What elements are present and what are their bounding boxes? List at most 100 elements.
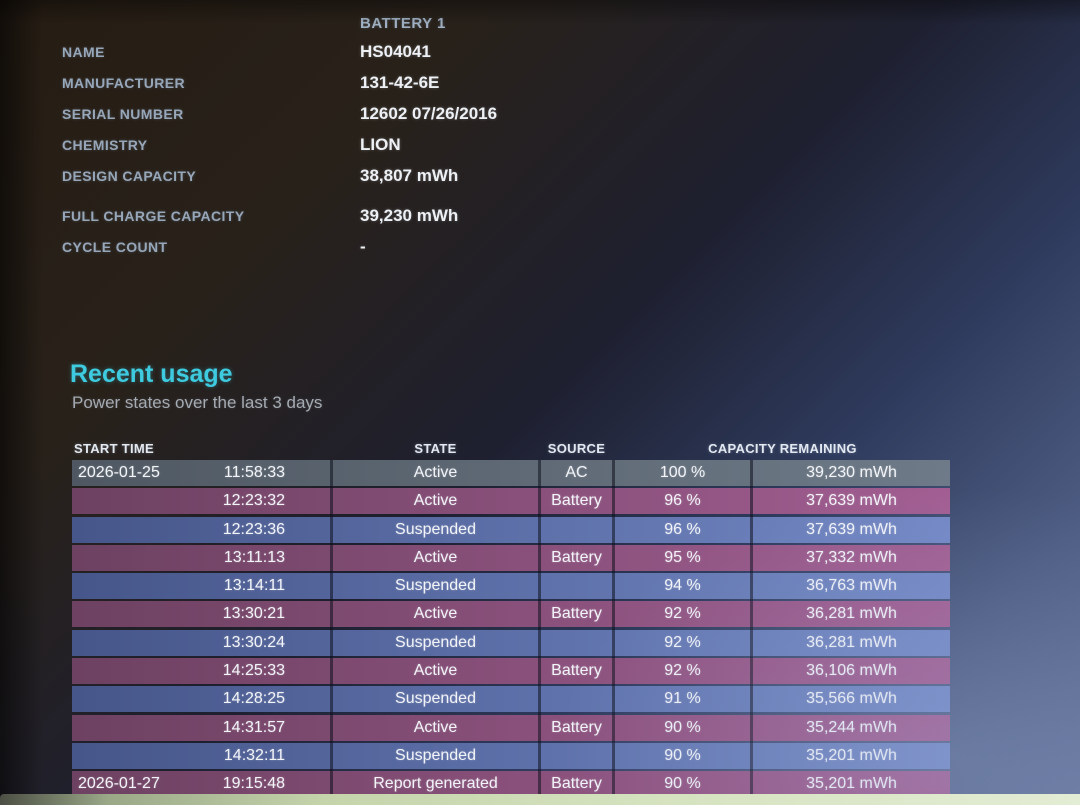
cell-start-time: 13:14:11 [72,577,330,595]
cell-capacity-percent: 91 % [664,690,701,708]
battery-info-value: 38,807 mWh [360,165,459,185]
cell-state: Active [413,464,458,481]
cell-state: Active [413,548,458,566]
battery-info-block: NAME HS04041 MANUFACTURER 131-42-6E SERI… [62,36,682,262]
cell-capacity-percent: 92 % [664,633,701,651]
start-time: 14:25:33 [222,662,285,680]
battery-info-label: NAME [62,43,105,60]
battery-info-value: 12602 07/26/2016 [360,103,498,123]
cell-capacity-mwh: 35,201 mWh [806,775,897,793]
cell-capacity-percent: 94 % [664,577,701,595]
battery-info-row: DESIGN CAPACITY 38,807 mWh [62,160,682,191]
battery-info-label: FULL CHARGE CAPACITY [62,207,245,224]
header-state: STATE [414,440,457,456]
header-capacity-remaining: CAPACITY REMAINING [708,440,857,456]
start-time: 12:23:32 [222,492,285,510]
cell-capacity-percent: 96 % [664,492,701,510]
start-time: 13:11:13 [223,548,285,566]
start-time: 13:30:24 [222,633,285,651]
start-time: 12:23:36 [222,520,285,538]
battery-info-value: - [360,236,366,256]
battery-info-row: NAME HS04041 [62,36,682,67]
cell-capacity-mwh: 37,639 mWh [806,492,897,510]
cell-start-time: 2026-01-25 11:58:33 [72,464,330,482]
usage-table-row: 12:23:32 Active Battery 96 % 37,639 mWh [72,488,950,515]
cell-source: Battery [551,718,602,736]
battery-info-label: SERIAL NUMBER [62,105,184,122]
start-time: 19:15:48 [222,775,285,793]
cell-capacity-percent: 95 % [664,548,701,566]
cell-capacity-percent: 92 % [664,662,701,680]
screen-bottom-edge [0,794,1080,805]
cell-start-time: 14:28:25 [72,690,330,708]
cell-state: Suspended [395,746,476,764]
usage-table-body: 2026-01-25 11:58:33 Active AC 100 % 39,2… [72,460,950,798]
start-time: 13:14:11 [223,577,285,595]
battery-info-value: 39,230 mWh [360,205,459,225]
cell-start-time: 14:31:57 [72,719,330,737]
cell-source: Battery [551,492,602,510]
cell-capacity-mwh: 37,332 mWh [806,548,897,566]
cell-capacity-percent: 100 % [659,464,706,481]
start-time: 14:32:11 [223,746,285,764]
battery-info-label: CYCLE COUNT [62,238,168,255]
cell-source: Battery [551,662,602,680]
cell-state: Active [413,662,458,680]
battery-info-row: MANUFACTURER 131-42-6E [62,67,682,98]
start-date: 2026-01-25 [78,464,160,481]
usage-table-row: 2026-01-25 11:58:33 Active AC 100 % 39,2… [72,460,950,486]
cell-state: Active [413,605,458,623]
battery-column-header: BATTERY 1 [360,15,446,32]
cell-source: Battery [551,775,602,793]
battery-info-value: LION [360,134,401,154]
cell-capacity-mwh: 36,106 mWh [806,662,897,680]
start-time: 14:31:57 [222,718,285,736]
cell-start-time: 12:23:36 [72,521,330,539]
cell-capacity-mwh: 37,639 mWh [806,520,897,538]
battery-info-label: CHEMISTRY [62,136,148,153]
cell-capacity-mwh: 35,201 mWh [806,746,897,764]
cell-capacity-percent: 92 % [664,605,701,623]
cell-state: Suspended [395,633,476,651]
battery-info-row: FULL CHARGE CAPACITY 39,230 mWh [62,200,682,231]
cell-start-time: 13:30:21 [72,605,330,623]
usage-table-row: 12:23:36 Suspended 96 % 37,639 mWh [72,516,950,543]
cell-state: Suspended [395,520,476,538]
header-source: SOURCE [547,440,606,456]
cell-start-time: 14:25:33 [72,662,330,680]
cell-capacity-mwh: 39,230 mWh [806,464,897,481]
cell-state: Suspended [395,577,476,595]
cell-capacity-percent: 90 % [664,775,701,793]
battery-info-row: CYCLE COUNT - [62,231,682,262]
cell-state: Active [413,718,458,736]
cell-start-time: 13:11:13 [72,549,330,567]
start-time: 11:58:33 [223,464,285,481]
usage-table-row: 13:30:21 Active Battery 92 % 36,281 mWh [72,601,950,628]
start-time: 14:28:25 [222,690,285,708]
cell-source: AC [565,464,588,481]
usage-table-row: 14:31:57 Active Battery 90 % 35,244 mWh [72,714,950,741]
cell-state: Active [413,492,458,510]
cell-capacity-mwh: 35,244 mWh [806,718,897,736]
recent-usage-table: START TIME STATE SOURCE CAPACITY REMAINI… [72,438,950,800]
battery-info-row: SERIAL NUMBER 12602 07/26/2016 [62,98,682,129]
recent-usage-title: Recent usage [70,360,233,388]
usage-table-row: 13:11:13 Active Battery 95 % 37,332 mWh [72,544,950,571]
cell-start-time: 14:32:11 [72,747,330,765]
usage-table-row: 13:14:11 Suspended 94 % 36,763 mWh [72,573,950,600]
battery-info-label: DESIGN CAPACITY [62,167,197,184]
cell-start-time: 12:23:32 [72,492,330,510]
usage-table-row: 14:32:11 Suspended 90 % 35,201 mWh [72,742,950,769]
cell-capacity-percent: 90 % [664,746,701,764]
cell-state: Report generated [373,775,498,793]
recent-usage-subtitle: Power states over the last 3 days [72,393,323,412]
cell-capacity-mwh: 35,566 mWh [806,690,897,708]
start-time: 13:30:21 [222,605,285,623]
battery-info-value: HS04041 [360,41,431,61]
battery-info-value: 131-42-6E [360,72,440,92]
usage-table-header: START TIME STATE SOURCE CAPACITY REMAINI… [72,438,950,458]
usage-table-row: 14:25:33 Active Battery 92 % 36,106 mWh [72,658,950,685]
cell-capacity-percent: 96 % [664,520,701,538]
cell-start-time: 2026-01-27 19:15:48 [72,775,330,793]
